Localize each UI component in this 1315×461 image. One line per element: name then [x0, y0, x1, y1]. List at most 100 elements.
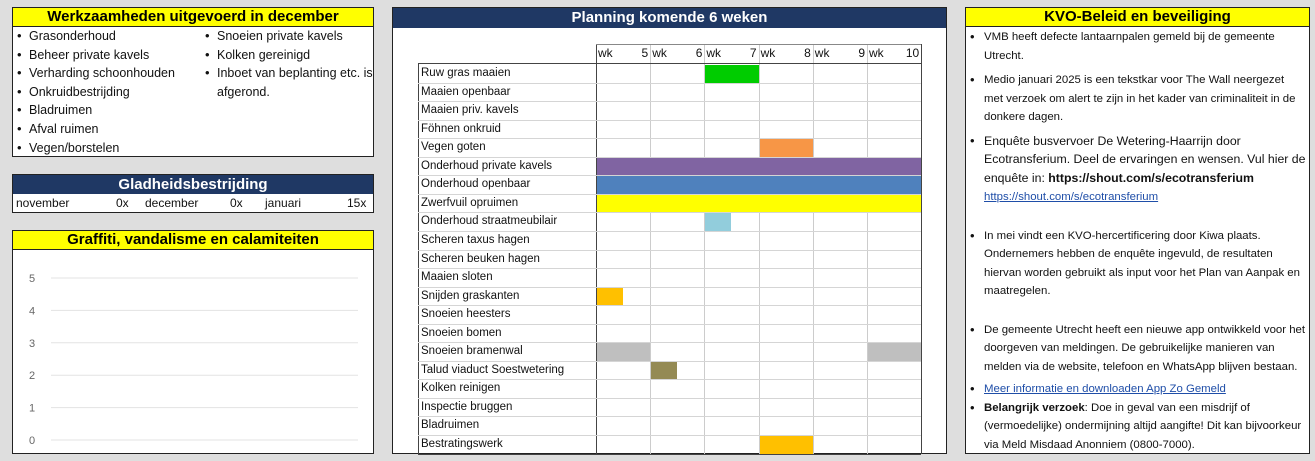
- werkzaamheden-panel: Werkzaamheden uitgevoerd in december Gra…: [12, 7, 374, 157]
- gladheid-value-januari: 15x: [347, 196, 367, 210]
- kvo-item-app-link-row: Meer informatie en downloaden App Zo Gem…: [966, 380, 1306, 399]
- week-number: 5: [641, 46, 649, 60]
- werkzaamheden-list-2: Snoeien private kavelsKolken gereinigdIn…: [203, 27, 373, 101]
- week-prefix: wk: [760, 46, 776, 60]
- graffiti-chart: 012345GraffitiVandalismeCalamiteiten: [29, 273, 358, 447]
- werkzaamheden-item: Bladruimen: [15, 101, 200, 120]
- kvo-list: VMB heeft defecte lantaarnpalen gemeld b…: [966, 28, 1306, 454]
- enquete-link[interactable]: https://shout.com/s/ecotransferium: [984, 191, 1159, 203]
- kvo-panel: KVO-Beleid en beveiliging VMB heeft defe…: [965, 7, 1310, 454]
- week-number: 7: [749, 46, 757, 60]
- gladheid-month-januari: januari: [265, 196, 302, 210]
- planning-bar: [597, 287, 624, 306]
- task-label: Maaien openbaar: [421, 85, 511, 98]
- grid-hline: [418, 305, 921, 307]
- grid-vline: [758, 44, 760, 454]
- gladheid-month-november: november: [16, 196, 70, 210]
- grid-hline: [418, 416, 921, 418]
- grid-hline: [418, 193, 921, 195]
- kvo-item-enquete: Enquête busvervoer De Wetering-Haarrijn …: [966, 132, 1306, 207]
- kvo-item-4-text: In mei vindt een KVO-hercertificering do…: [984, 229, 1300, 298]
- week-prefix: wk: [652, 46, 667, 60]
- planning-bar: [651, 361, 678, 380]
- planning-bar: [597, 194, 922, 213]
- werkzaamheden-title: Werkzaamheden uitgevoerd in december: [13, 8, 373, 27]
- graffiti-panel: Graffiti, vandalisme en calamiteiten 0 1 2…: [12, 230, 374, 454]
- week-prefix: wk: [814, 46, 830, 60]
- grid-hline: [418, 435, 921, 436]
- grid-hline: [418, 63, 921, 64]
- task-label: Snijden graskanten: [421, 289, 520, 302]
- task-label: Kolken reinigen: [421, 382, 501, 395]
- grid-vline: [650, 44, 652, 454]
- kvo-item-1-text: VMB heeft defecte lantaarnpalen gemeld b…: [984, 31, 1275, 62]
- kvo-item-6-bold: Belangrijk verzoek: [984, 401, 1085, 414]
- task-label: Scheren taxus hagen: [421, 233, 530, 246]
- planning-bar: [705, 213, 732, 231]
- week-prefix: wk: [598, 46, 613, 60]
- kvo-item-hercertificering: In mei vindt een KVO-hercertificering do…: [966, 227, 1306, 301]
- y-tick-label: 0: [29, 435, 35, 447]
- planning-bar: [597, 157, 922, 176]
- task-label: Ruw gras maaien: [421, 67, 511, 79]
- kvo-item-lantaarnpalen: VMB heeft defecte lantaarnpalen gemeld b…: [966, 28, 1306, 65]
- kvo-item-verzoek: Belangrijk verzoek: Doe in geval van een…: [966, 399, 1306, 455]
- app-zo-gemeld-link[interactable]: Meer informatie en downloaden App Zo Gem…: [984, 383, 1226, 395]
- week-number: 9: [858, 46, 865, 60]
- grid-hline: [418, 249, 921, 251]
- week-number: 6: [695, 46, 703, 60]
- task-label: Scheren beuken hagen: [421, 252, 540, 265]
- y-tick-label: 2: [29, 370, 35, 382]
- grid-hline: [418, 360, 921, 362]
- kvo-title: KVO-Beleid en beveiliging: [966, 8, 1309, 27]
- werkzaamheden-item: Onkruidbestrijding: [15, 83, 200, 102]
- task-label: Bestratingswerk: [421, 438, 503, 450]
- grid-hline: [418, 342, 921, 344]
- grid-vline: [596, 44, 597, 454]
- werkzaamheden-item: Beheer private kavels: [15, 46, 200, 65]
- grid-hline: [418, 156, 921, 158]
- planning-bar: [597, 343, 651, 361]
- kvo-item-app: De gemeente Utrecht heeft een nieuwe app…: [966, 321, 1306, 377]
- grid-hline: [418, 286, 921, 288]
- grid-hline: [418, 82, 921, 84]
- task-label: Onderhoud straatmeubilair: [421, 215, 558, 228]
- kvo-item-2-text: Medio januari 2025 is een tekstkar voor …: [984, 74, 1296, 123]
- grid-vline: [418, 64, 419, 454]
- grid-hline: [418, 101, 921, 103]
- kvo-item-3-url: https://shout.com/s/ecotransferium: [1048, 170, 1254, 185]
- week-prefix: wk: [869, 46, 884, 60]
- werkzaamheden-item: Afval ruimen: [15, 120, 200, 139]
- task-label: Föhnen onkruid: [421, 122, 501, 135]
- gladheid-row: november 0x december 0x januari 15x: [13, 194, 373, 212]
- task-label: Talud viaduct Soestwetering: [421, 363, 565, 376]
- task-label: Onderhoud private kavels: [421, 159, 553, 172]
- task-label: Maaien sloten: [421, 271, 493, 284]
- planning-bar: [759, 436, 813, 454]
- grid-hline: [418, 119, 921, 121]
- grid-hline: [418, 175, 921, 177]
- werkzaamheden-item: Vegen/borstelen: [15, 139, 200, 158]
- planning-bar: [705, 65, 759, 83]
- werkzaamheden-item: Kolken gereinigd: [203, 46, 373, 65]
- task-label: Vegen goten: [421, 141, 486, 154]
- gladheid-panel: Gladheidsbestrijding november 0x decembe…: [12, 174, 374, 213]
- werkzaamheden-item: Inboet van beplanting etc. is afgerond.: [203, 64, 373, 101]
- gladheid-title: Gladheidsbestrijding: [13, 175, 373, 194]
- kvo-item-6-text: : Doe in geval van een misdrijf of (verm…: [984, 401, 1302, 451]
- gladheid-month-december: december: [145, 196, 199, 210]
- week-number: 8: [804, 46, 811, 60]
- y-tick-label: 3: [29, 338, 35, 350]
- werkzaamheden-item: Snoeien private kavels: [203, 27, 373, 46]
- graffiti-title: Graffiti, vandalisme en calamiteiten: [13, 231, 373, 250]
- task-label: Snoeien bramenwal: [421, 345, 523, 358]
- werkzaamheden-item: Grasonderhoud: [15, 27, 200, 46]
- grid-hline: [418, 138, 921, 140]
- planning-bar: [759, 139, 813, 157]
- task-label: Zwerfvuil opruimen: [421, 196, 519, 209]
- task-label: Inspectie bruggen: [421, 400, 513, 413]
- werkzaamheden-list-1: GrasonderhoudBeheer private kavelsVerhar…: [15, 27, 200, 157]
- grid-hline: [418, 397, 921, 399]
- task-label: Maaien priv. kavels: [421, 104, 519, 117]
- gladheid-value-december: 0x: [230, 196, 243, 210]
